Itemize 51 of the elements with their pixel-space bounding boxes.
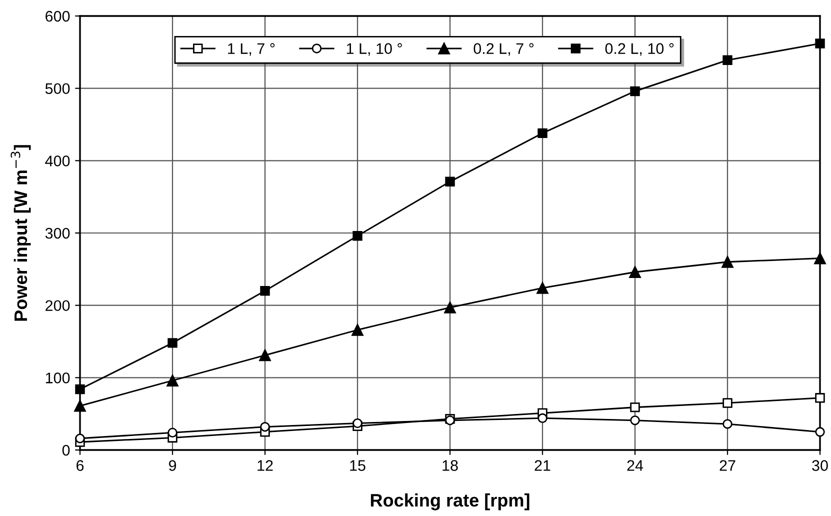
x-tick-label: 30 [812,460,828,471]
point [444,302,456,314]
point [630,402,640,412]
x-tick-label: 27 [720,460,736,471]
y-tick-label: 100 [46,372,70,384]
x-tick-label: 6 [76,460,84,471]
point [536,282,548,294]
y-axis-title: Power input [W m$^{−3}$] [10,145,31,321]
point [722,398,732,408]
point [168,338,178,348]
point [814,252,826,264]
legend-label: 0.2 L, 10 ° [605,43,674,56]
y-tick-label: 400 [45,156,70,166]
x-tick-label: 24 [627,460,644,471]
y-tick-label: 0 [62,444,70,456]
y-tick-label: 200 [46,300,70,312]
point [815,38,825,48]
point [352,418,362,428]
point [168,428,178,438]
y-tick-label: 500 [45,83,70,94]
x-tick-label: 9 [168,460,176,471]
point [630,86,640,96]
point [352,324,364,336]
point [75,434,85,444]
legend-label: 1 L, 7 ° [228,43,275,56]
point [722,419,732,429]
x-tick-label: 21 [534,460,550,471]
x-axis-title: Rocking rate [rpm] [370,493,530,510]
point [538,128,548,138]
point [630,415,640,426]
point [722,55,732,65]
point [815,427,825,437]
point [629,266,641,278]
legend-label: 0.2 L, 7 ° [474,43,534,56]
y-tick-label: 600 [46,10,70,22]
legend-label: 1 L, 10 ° [346,43,402,56]
y-tick-label: 300 [45,228,70,239]
point [74,400,86,412]
point [166,374,178,386]
point [75,384,85,394]
point [538,413,548,424]
x-tick-label: 15 [350,460,366,471]
point [815,393,825,403]
x-tick-label: 12 [258,460,273,471]
point [260,286,270,296]
point [722,256,734,268]
point [352,231,362,241]
point [260,422,270,432]
point [259,349,271,362]
x-tick-label: 18 [442,460,458,471]
point [445,176,455,187]
